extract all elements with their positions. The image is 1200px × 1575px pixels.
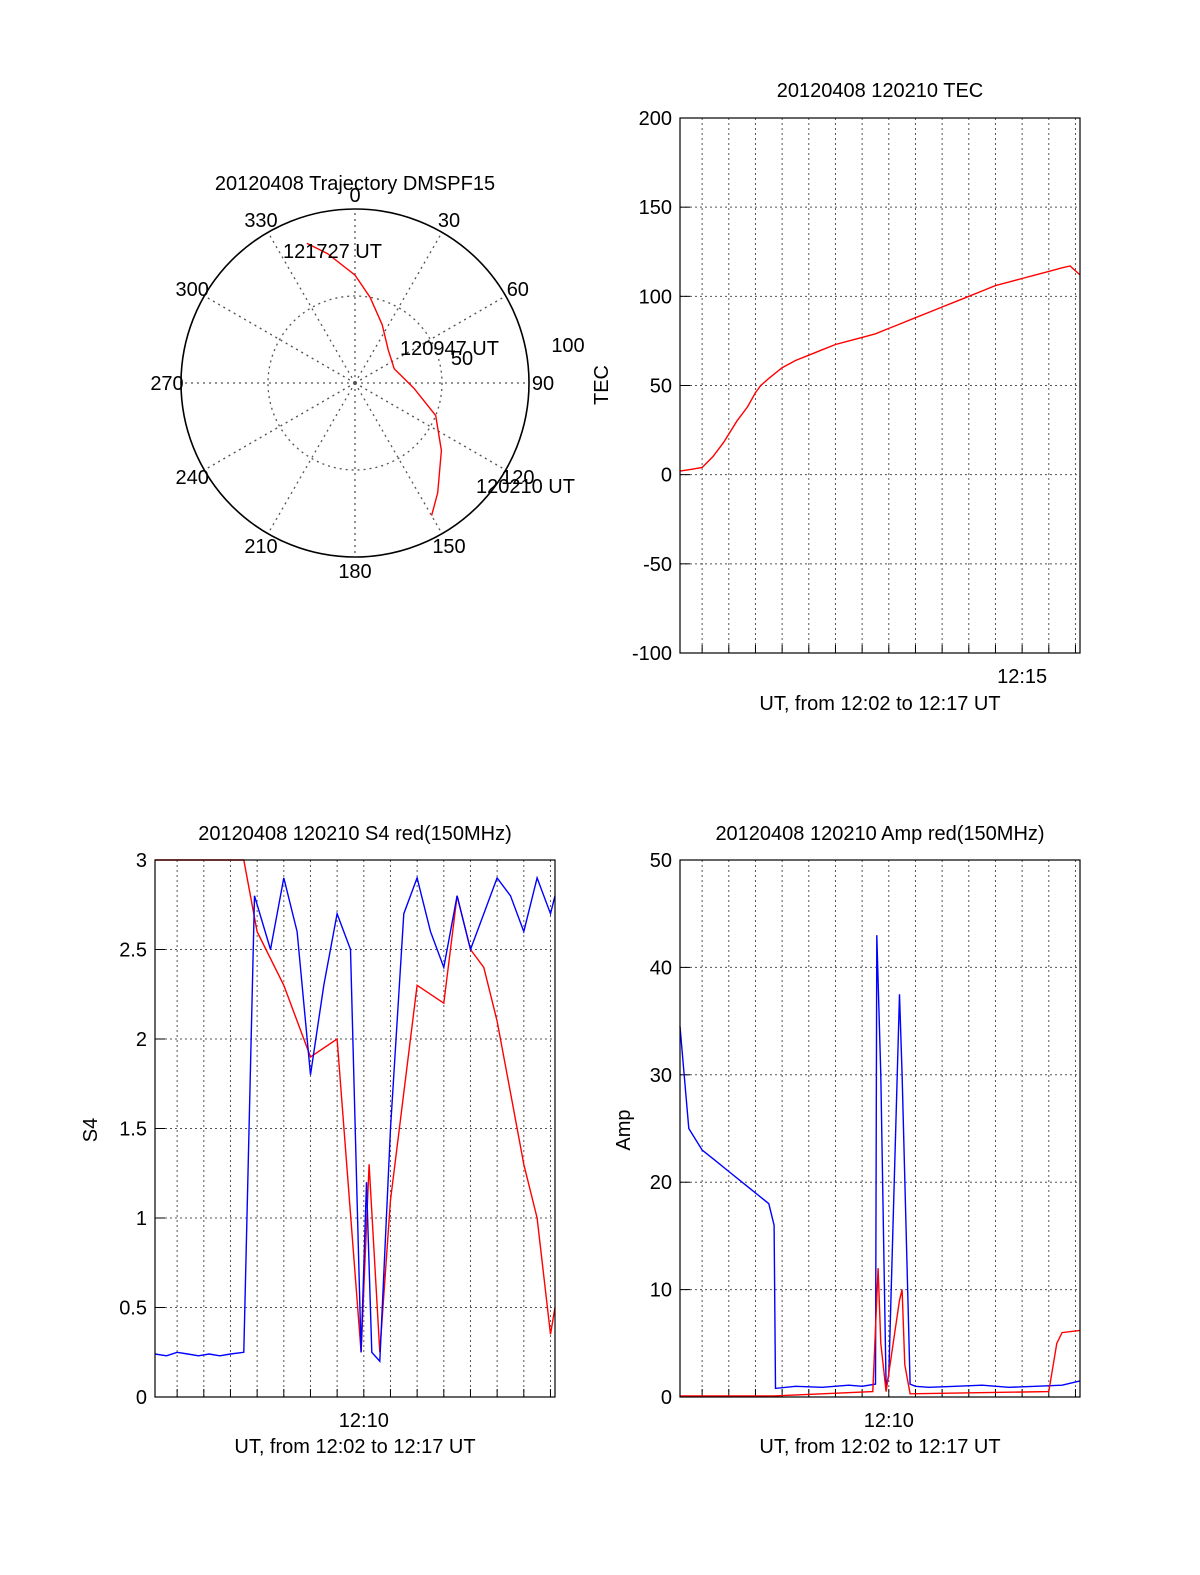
y-tick-label: 50 xyxy=(650,376,672,398)
angle-label: 0 xyxy=(349,185,360,207)
angle-label: 240 xyxy=(175,467,208,489)
series-line-red xyxy=(155,859,556,1353)
polar-spoke xyxy=(267,382,356,535)
angle-label: 150 xyxy=(432,536,465,558)
tec-plot: 20120408 120210 TEC UT, from 12:02 to 12… xyxy=(591,80,1081,715)
annotation-mid-time: 120947 UT xyxy=(400,338,499,360)
y-tick-label: 3 xyxy=(136,850,147,872)
amp-title: 20120408 120210 Amp red(150MHz) xyxy=(715,823,1044,845)
angle-label: 30 xyxy=(438,210,460,232)
y-tick-label: 0 xyxy=(136,1387,147,1409)
polar-spoke xyxy=(267,231,356,384)
x-tick-label: 12:10 xyxy=(339,1410,389,1432)
y-tick-label: 1.5 xyxy=(119,1119,147,1141)
annotation-end-time: 121727 UT xyxy=(283,241,382,263)
y-tick-label: -50 xyxy=(643,554,672,576)
tec-xlabel: UT, from 12:02 to 12:17 UT xyxy=(759,693,1000,715)
s4-ylabel: S4 xyxy=(80,1118,102,1142)
y-tick-label: 50 xyxy=(650,850,672,872)
angle-label: 90 xyxy=(532,373,554,395)
amp-xlabel: UT, from 12:02 to 12:17 UT xyxy=(759,1436,1000,1458)
tec-title: 20120408 120210 TEC xyxy=(777,80,983,102)
angle-label: 270 xyxy=(150,373,183,395)
y-tick-label: 2 xyxy=(136,1029,147,1051)
angle-label: 300 xyxy=(175,279,208,301)
angle-label: 60 xyxy=(507,279,529,301)
x-tick-label: 12:15 xyxy=(997,666,1047,688)
series-line-blue xyxy=(154,875,556,1363)
radial-label-50: 50 xyxy=(451,348,473,370)
angle-label: 330 xyxy=(244,210,277,232)
y-tick-label: 200 xyxy=(639,108,672,130)
polar-spoke xyxy=(354,231,443,384)
polar-spoke xyxy=(354,382,443,535)
y-tick-label: 40 xyxy=(650,957,672,979)
s4-plot: 20120408 120210 S4 red(150MHz) UT, from … xyxy=(80,823,556,1458)
tec-ylabel: TEC xyxy=(591,365,613,405)
y-tick-label: 0 xyxy=(661,465,672,487)
amp-ylabel: Amp xyxy=(613,1109,635,1150)
series-line-blue xyxy=(679,935,1081,1390)
annotation-start-time: 120210 UT xyxy=(476,476,575,498)
polar-spoke xyxy=(203,382,356,471)
y-tick-label: 30 xyxy=(650,1065,672,1087)
amp-frame xyxy=(679,859,1081,1398)
polar-spoke xyxy=(354,382,507,471)
polar-spoke xyxy=(203,295,356,384)
s4-frame xyxy=(154,859,556,1398)
y-tick-label: 10 xyxy=(650,1280,672,1302)
tec-frame xyxy=(679,117,1081,654)
polar-inner-ring xyxy=(267,295,443,471)
y-tick-label: 2.5 xyxy=(119,940,147,962)
trajectory-track xyxy=(306,242,443,516)
s4-title: 20120408 120210 S4 red(150MHz) xyxy=(198,823,512,845)
radial-label-100: 100 xyxy=(551,335,584,357)
x-tick-label: 12:10 xyxy=(864,1410,914,1432)
polar-spoke xyxy=(354,295,507,384)
series-line-red xyxy=(680,1268,1081,1397)
y-tick-label: 20 xyxy=(650,1172,672,1194)
angle-label: 210 xyxy=(244,536,277,558)
s4-xlabel: UT, from 12:02 to 12:17 UT xyxy=(234,1436,475,1458)
y-tick-label: 150 xyxy=(639,197,672,219)
y-tick-label: -100 xyxy=(632,643,672,665)
series-line-red xyxy=(679,265,1081,472)
angle-label: 180 xyxy=(338,561,371,583)
y-tick-label: 100 xyxy=(639,286,672,308)
y-tick-label: 0.5 xyxy=(119,1298,147,1320)
polar-outer-ring xyxy=(180,208,530,558)
amp-plot: 20120408 120210 Amp red(150MHz) UT, from… xyxy=(613,823,1081,1458)
trajectory-plot: 20120408 Trajectory DMSPF15 0 30 60 90 120 15… xyxy=(150,173,584,583)
y-tick-label: 0 xyxy=(661,1387,672,1409)
angle-label: 120 xyxy=(501,467,534,489)
y-tick-label: 1 xyxy=(136,1208,147,1230)
trajectory-title: 20120408 Trajectory DMSPF15 xyxy=(215,173,495,195)
